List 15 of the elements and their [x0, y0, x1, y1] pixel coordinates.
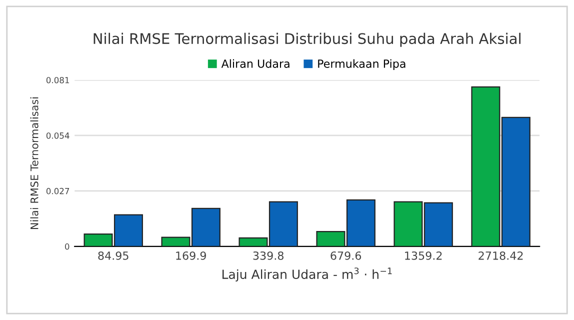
legend-label: Aliran Udara	[221, 59, 290, 68]
x-tick-label: 169.9	[176, 251, 206, 260]
x-tick-label: 679.6	[330, 251, 362, 260]
chart-title: Nilai RMSE Ternormalisasi Distribusi Suhu pada Arah Aksial	[94, 32, 520, 47]
y-tick-label: 0.081	[46, 76, 69, 84]
legend-label: Permukaan Pipa	[318, 59, 406, 70]
y-axis-title: Nilai RMSE Ternormalisasi	[30, 97, 38, 229]
y-tick-label: 0	[65, 243, 70, 250]
x-axis-title: Laju Aliran Udara - m$^{3}$ · h$^{−1}$	[222, 268, 392, 282]
x-tick-label: 84.95	[98, 251, 128, 260]
y-tick-label: 0.054	[46, 132, 70, 139]
y-tick-label: 0.027	[46, 188, 70, 194]
x-tick-label: 2718.42	[478, 251, 523, 260]
x-tick-label: 339.8	[253, 251, 284, 260]
x-tick-label: 1359.2	[405, 251, 442, 260]
